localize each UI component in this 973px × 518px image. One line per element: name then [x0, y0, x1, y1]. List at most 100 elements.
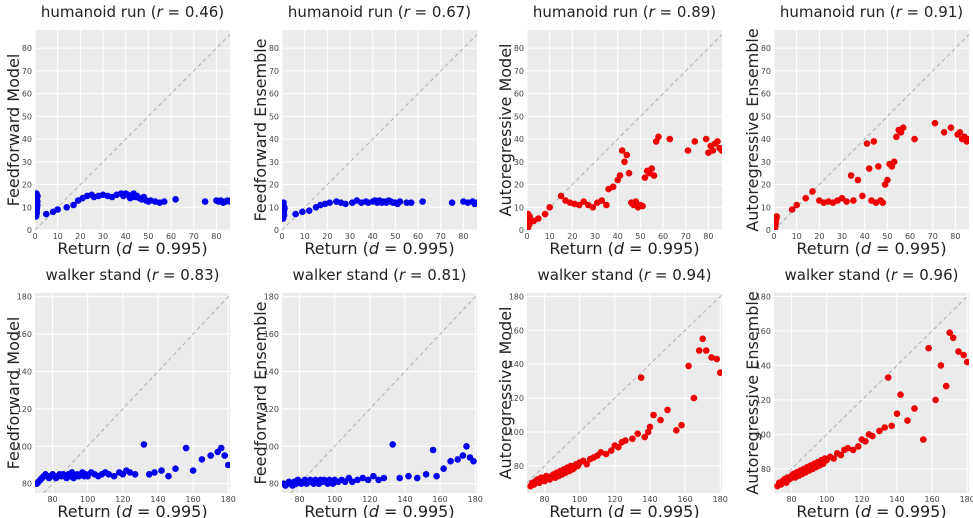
y-tick-label: 80	[761, 465, 771, 474]
data-point	[641, 174, 649, 181]
x-tick-label: 160	[924, 495, 939, 504]
data-point	[925, 344, 932, 352]
data-point	[63, 204, 70, 211]
data-point	[955, 348, 962, 355]
data-point	[699, 335, 706, 343]
data-point	[396, 474, 404, 482]
data-point	[535, 215, 542, 222]
y-tick-label: 0	[27, 226, 32, 235]
x-tick-label: 80	[458, 232, 468, 241]
subplot-3: 0 10 20 30 40 50 60 70 80 0 10 20 30 40 50 60 70 80 humano…	[496, 3, 722, 258]
x-tick-label: 30	[590, 232, 600, 241]
x-tick-label: 140	[150, 495, 165, 504]
data-point	[899, 124, 907, 131]
x-tick-label: 10	[53, 232, 63, 241]
title-variable: r	[152, 266, 159, 284]
x-tick-label: 50	[390, 232, 400, 241]
y-tick-label: 140	[509, 360, 524, 369]
data-point	[650, 411, 657, 419]
data-point	[419, 198, 426, 205]
x-tick-label: 40	[368, 232, 378, 241]
points	[527, 335, 722, 490]
title-value: = 0.89)	[655, 3, 716, 21]
x-tick-label: 20	[567, 232, 577, 241]
y-tick-label: 50	[761, 112, 771, 121]
x-label-text: Return (	[304, 239, 368, 258]
y-tick-label: 180	[17, 293, 32, 302]
x-tick-label: 80	[294, 495, 304, 504]
x-axis-label: Return (d = 0.995)	[549, 502, 699, 518]
y-tick-label: 10	[22, 203, 32, 212]
x-tick-label: 30	[98, 232, 108, 241]
data-point	[691, 138, 699, 145]
y-tick-label: 70	[269, 67, 279, 76]
x-label-variable: d	[614, 502, 625, 518]
data-point	[641, 433, 648, 441]
data-point	[920, 436, 927, 443]
data-point	[657, 416, 664, 424]
data-point	[422, 471, 430, 478]
data-point	[43, 210, 50, 218]
y-tick-label: 80	[22, 44, 32, 53]
data-point	[459, 452, 467, 459]
data-point	[854, 176, 862, 184]
y-axis-label: Feedforward Model	[4, 54, 23, 207]
x-label-variable: d	[861, 502, 872, 518]
x-tick-label: 50	[143, 232, 153, 241]
data-point	[774, 221, 779, 228]
data-point	[639, 202, 646, 210]
data-point	[949, 334, 957, 342]
data-point	[615, 443, 622, 451]
data-point	[145, 471, 153, 478]
data-point	[940, 129, 948, 136]
data-point	[380, 474, 388, 482]
data-point	[609, 183, 617, 191]
data-point	[869, 432, 876, 440]
y-tick-label: 80	[514, 462, 524, 471]
x-tick-label: 160	[185, 495, 200, 504]
data-point	[35, 209, 40, 217]
data-point	[629, 435, 636, 443]
data-point	[713, 355, 720, 363]
x-tick-label: 30	[837, 232, 847, 241]
plot-area	[282, 30, 477, 230]
data-point	[655, 133, 662, 141]
title-variable: r	[644, 266, 651, 284]
y-axis-label: Feedforward Model	[4, 317, 23, 470]
data-point	[292, 210, 299, 218]
title-value: = 0.96)	[897, 266, 958, 284]
title-text-part: humanoid run (	[41, 3, 157, 21]
data-point	[931, 119, 939, 127]
y-tick-label: 120	[264, 405, 279, 414]
data-point	[911, 405, 918, 412]
data-point	[527, 210, 532, 218]
data-point	[963, 358, 969, 366]
x-label-variable: d	[369, 239, 380, 258]
data-point	[625, 169, 633, 177]
data-point	[172, 465, 179, 473]
x-tick-label: 10	[300, 232, 310, 241]
title-variable: r	[649, 3, 656, 21]
data-point	[473, 199, 477, 206]
y-tick-label: 180	[264, 293, 279, 302]
data-point	[942, 382, 950, 390]
x-axis-label: Return (d = 0.995)	[304, 502, 454, 518]
data-point	[603, 201, 610, 209]
y-tick-label: 160	[756, 327, 771, 336]
points	[35, 190, 230, 220]
data-point	[580, 198, 587, 205]
subplot-title: humanoid run (r = 0.91)	[780, 3, 963, 21]
y-tick-label: 0	[766, 226, 771, 235]
y-tick-label: 20	[761, 181, 771, 190]
subplot-5: 80 100 120 140 160 180 80 100 120 140 160 180 walker…	[4, 266, 236, 518]
title-variable: r	[891, 266, 898, 284]
data-point	[678, 421, 685, 429]
x-label-value: = 0.995)	[871, 502, 947, 518]
data-point	[189, 467, 197, 474]
title-variable: r	[157, 3, 164, 21]
y-tick-label: 70	[761, 67, 771, 76]
data-point	[875, 163, 882, 170]
x-tick-label: 70	[436, 232, 446, 241]
x-label-value: = 0.995)	[624, 239, 700, 258]
points	[282, 197, 477, 222]
